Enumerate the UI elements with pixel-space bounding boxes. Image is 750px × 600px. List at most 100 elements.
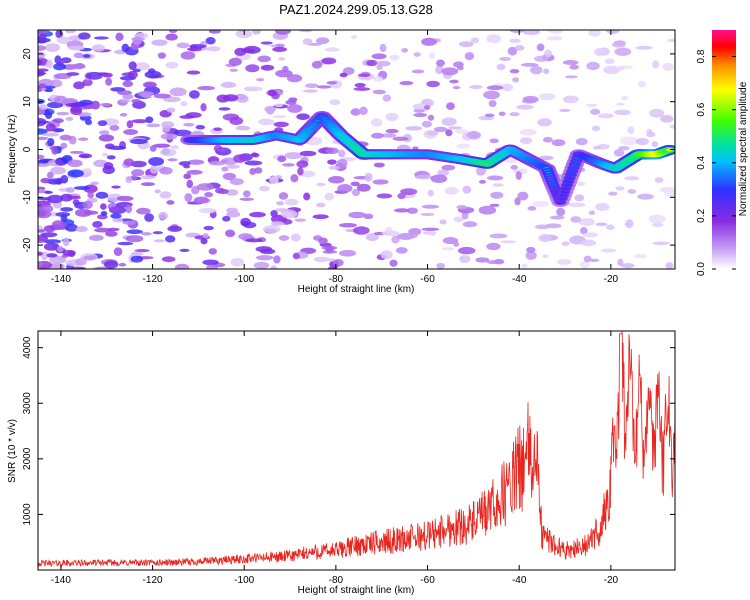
spectral-blob xyxy=(282,65,289,73)
spectral-blob xyxy=(527,206,537,211)
spectral-blob xyxy=(512,77,520,83)
spectral-blob xyxy=(42,132,60,137)
spectral-blob xyxy=(557,259,572,265)
spectral-blob xyxy=(220,81,237,89)
spectral-blob xyxy=(130,160,147,168)
spectral-blob xyxy=(241,48,255,53)
spectral-blob xyxy=(208,30,221,34)
spectral-blob xyxy=(516,104,534,110)
spectral-blob xyxy=(543,136,553,143)
spectral-blob xyxy=(106,155,116,160)
spectral-blob xyxy=(486,242,501,251)
spectral-blob xyxy=(604,68,620,74)
spectral-blob xyxy=(437,169,450,176)
spectral-blob xyxy=(50,166,66,175)
spectral-blob xyxy=(556,207,566,217)
spectral-blob xyxy=(118,262,127,267)
spectral-blob xyxy=(132,36,143,45)
spectral-blob xyxy=(38,120,51,124)
spectral-blob xyxy=(313,256,330,263)
spectral-blob xyxy=(476,172,485,176)
spectral-blob xyxy=(298,30,313,33)
spectral-blob xyxy=(46,101,64,109)
spectral-blob xyxy=(615,186,625,191)
spectral-blob xyxy=(453,241,460,247)
spectral-blob xyxy=(492,183,504,187)
spectral-blob xyxy=(121,43,130,53)
spectral-blob xyxy=(327,258,336,262)
spectral-blob xyxy=(441,164,456,171)
spectral-blob xyxy=(113,247,123,257)
spectral-blob xyxy=(187,159,205,165)
spectral-blob xyxy=(520,263,528,268)
spectral-blob xyxy=(550,215,565,220)
spectral-blob xyxy=(509,112,520,117)
spectral-blob xyxy=(569,64,580,70)
spectral-blob xyxy=(457,246,476,255)
spectral-blob xyxy=(194,196,209,204)
spectral-blob xyxy=(53,128,65,133)
spectral-blob xyxy=(489,233,508,239)
y-tick-label: -20 xyxy=(22,237,33,252)
x-tick-label: -20 xyxy=(604,274,619,285)
spectral-blob xyxy=(85,71,103,80)
spectral-blob xyxy=(544,49,553,58)
spectral-blob xyxy=(411,69,425,74)
spectral-blob xyxy=(100,203,107,210)
spectral-blob xyxy=(397,192,406,200)
spectral-blob xyxy=(51,146,58,155)
spectral-blob xyxy=(614,47,632,56)
spectral-blob xyxy=(445,129,453,137)
spectral-blob xyxy=(158,211,168,220)
spectral-blob xyxy=(321,245,338,251)
spectral-blob xyxy=(38,51,46,59)
spectral-blob xyxy=(131,99,141,104)
spectral-blob xyxy=(525,250,537,260)
spectral-blob xyxy=(179,248,190,252)
snr-xlabel: Height of straight line (km) xyxy=(298,585,415,596)
spectral-blob xyxy=(565,75,578,79)
spectral-blob xyxy=(57,245,64,253)
y-tick-label: 3000 xyxy=(22,392,33,415)
spectral-blob xyxy=(455,129,469,135)
spectral-blob xyxy=(621,95,628,101)
spectral-blob xyxy=(328,165,340,170)
spectral-blob xyxy=(277,155,287,163)
spectral-blob xyxy=(538,234,552,243)
spectral-blob xyxy=(165,61,179,69)
spectral-blob xyxy=(652,241,670,246)
spectral-blob xyxy=(49,79,63,88)
spectral-blob xyxy=(69,150,85,154)
spectral-blob xyxy=(487,175,504,181)
spectral-blob xyxy=(488,100,497,108)
spectral-blob xyxy=(600,248,617,253)
spectral-blob xyxy=(619,136,638,146)
spectral-blob xyxy=(389,259,398,267)
spectral-blob xyxy=(436,262,446,269)
spectral-blob xyxy=(134,249,150,253)
spectral-blob xyxy=(90,181,99,185)
spectral-blob xyxy=(149,145,157,152)
spectral-blob xyxy=(183,122,195,127)
spectral-blob xyxy=(166,107,176,113)
spectral-blob xyxy=(125,204,132,214)
spectral-blob xyxy=(54,95,68,104)
spectral-blob xyxy=(264,105,277,113)
spectral-blob xyxy=(47,137,55,147)
spectral-blob xyxy=(230,257,245,267)
colorbar-tick-label: 0.8 xyxy=(696,49,707,63)
spectral-blob xyxy=(489,203,500,207)
spectral-blob xyxy=(129,138,148,145)
spectral-blob xyxy=(478,179,487,184)
spectral-blob xyxy=(604,58,615,65)
spectral-blob xyxy=(65,103,80,108)
spectral-blob xyxy=(376,193,393,199)
spectral-blob xyxy=(595,202,610,212)
spectral-blob xyxy=(260,41,273,45)
spectral-blob xyxy=(327,266,338,269)
spectral-blob xyxy=(483,90,500,100)
spectral-blob xyxy=(74,208,92,217)
spectral-blob xyxy=(649,108,665,118)
spectral-blob xyxy=(74,258,87,266)
